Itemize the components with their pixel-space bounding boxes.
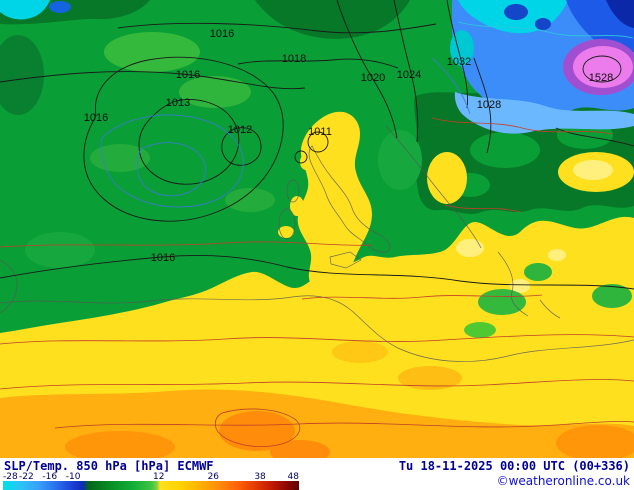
- region-dark-green-west: [0, 35, 44, 115]
- isotherm-blue-loop: [136, 142, 206, 197]
- region-yellow-tongue-italy: [297, 111, 372, 293]
- isobar-1016-top: [117, 22, 437, 34]
- isobar-1024: [393, 0, 419, 143]
- light-green-patches: [25, 32, 422, 268]
- isotherm-red: [301, 294, 543, 300]
- isotherm-blue-loop: [100, 114, 244, 208]
- coast-sardinia: [278, 208, 296, 240]
- map-timestamp: Tu 18-11-2025 00:00 UTC (00+336): [398, 459, 630, 473]
- coastlines: [0, 125, 634, 362]
- pressure-label-1020: 1020: [361, 72, 385, 84]
- pressure-label-1016: 1016: [84, 112, 108, 124]
- coast-sicily: [329, 251, 362, 269]
- orange-hot-cores: [65, 341, 634, 458]
- isotherm-red: [0, 241, 373, 248]
- pressure-label-1028: 1028: [477, 99, 501, 111]
- footer-legend-row: -28 -22 -16 -10 12 26 38 48 ©weatheronline.co.u…: [0, 473, 634, 490]
- isobar-1018: [237, 58, 399, 69]
- temperature-field: [0, 0, 634, 458]
- map-footer: SLP/Temp. 850 hPa [hPa] ECMWF Tu 18-11-2…: [0, 458, 634, 490]
- isobar-cold-core-loop: [582, 55, 622, 83]
- pressure-label-1032: 1032: [447, 56, 471, 68]
- isobar-1012-loop: [221, 127, 262, 166]
- isobar-1011-loop: [307, 131, 329, 153]
- map-canvas: 1016 1016 1018 1013 1016 1012 1011 1020 1024 1032…: [0, 0, 634, 458]
- isotherm-cyan: [457, 21, 634, 39]
- blue-fleck: [504, 4, 528, 20]
- isotherm-contours-red: [0, 117, 634, 447]
- pressure-label-1016: 1016: [176, 69, 200, 81]
- coast-greece: [497, 251, 561, 319]
- region-navy-corner: [606, 0, 634, 28]
- colorbar-label-48: 48: [287, 472, 299, 482]
- isotherm-red: [444, 204, 521, 213]
- pressure-label-1011: 1011: [308, 126, 332, 138]
- map-title: SLP/Temp. 850 hPa [hPa] ECMWF: [4, 459, 214, 473]
- colorbar-label-12: 12: [153, 472, 165, 482]
- isotherm-contours-blue: [100, 21, 634, 208]
- isobar-1032: [446, 0, 469, 109]
- isobar-contours: [0, 0, 634, 290]
- region-cold-pool-northeast: [450, 0, 634, 134]
- copyright-link[interactable]: ©weatheronline.co.uk: [496, 474, 630, 488]
- colorbar-label--10: -10: [65, 472, 81, 482]
- temperature-colorbar: -28 -22 -16 -10 12 26 38 48: [3, 473, 299, 490]
- isotherm-red: [0, 334, 634, 345]
- isotherm-blue-front: [431, 57, 471, 115]
- region-cyan-northwest: [0, 0, 50, 20]
- blue-fleck: [535, 18, 551, 30]
- colorbar-label--22: -22: [19, 472, 34, 482]
- colorbar-label-38: 38: [254, 472, 266, 482]
- blue-fleck-northwest: [49, 1, 71, 13]
- isotherm-red-loop: [214, 408, 301, 447]
- pressure-label-1528: 1528: [589, 72, 613, 84]
- colorbar-labels: -28 -22 -16 -10 12 26 38 48: [3, 472, 299, 482]
- footer-caption-row: SLP/Temp. 850 hPa [hPa] ECMWF Tu 18-11-2…: [0, 458, 634, 473]
- isobar-1011-loop-small: [294, 150, 308, 164]
- colorbar-label-26: 26: [207, 472, 220, 482]
- isobar-east: [555, 127, 634, 147]
- pressure-label-1018: 1018: [282, 53, 306, 65]
- coast-corsica: [286, 179, 300, 203]
- isotherm-red: [0, 379, 634, 390]
- coast-italy: [308, 145, 391, 253]
- coast-iberia-corner: [0, 259, 18, 314]
- isobar-1020: [336, 0, 398, 139]
- pressure-label-1024: 1024: [397, 69, 421, 81]
- region-dark-green-top-center: [255, 0, 410, 39]
- pressure-label-1016: 1016: [210, 28, 234, 40]
- green-patch: [470, 132, 540, 168]
- isobar-1016-south: [0, 255, 634, 290]
- pressure-label-1013: 1013: [166, 97, 190, 109]
- isobar-1013-loop: [138, 99, 240, 185]
- isobar-1016-north: [0, 71, 306, 90]
- region-lightblue-band: [454, 92, 634, 134]
- isobar-1028: [473, 57, 492, 154]
- isotherm-red: [54, 421, 634, 429]
- colorbar-gradient: [3, 481, 299, 490]
- isobar-1016-loop: [83, 56, 284, 222]
- colorbar-label--28: -28: [3, 472, 18, 482]
- coast-adriatic: [385, 125, 482, 249]
- colorbar-label--16: -16: [42, 472, 58, 482]
- pressure-label-1012: 1012: [228, 124, 252, 136]
- pressure-labels-layer: 1016 1016 1018 1013 1016 1012 1011 1020 1024 1032…: [84, 28, 613, 264]
- pressure-label-1016: 1016: [151, 252, 175, 264]
- yellow-patches-east: [278, 152, 634, 293]
- weather-map: 1016 1016 1018 1013 1016 1012 1011 1020 1024 1032…: [0, 0, 634, 458]
- green-flecks-in-yellow: [464, 263, 632, 338]
- coast-north-africa: [0, 295, 634, 362]
- isotherm-red: [431, 117, 613, 135]
